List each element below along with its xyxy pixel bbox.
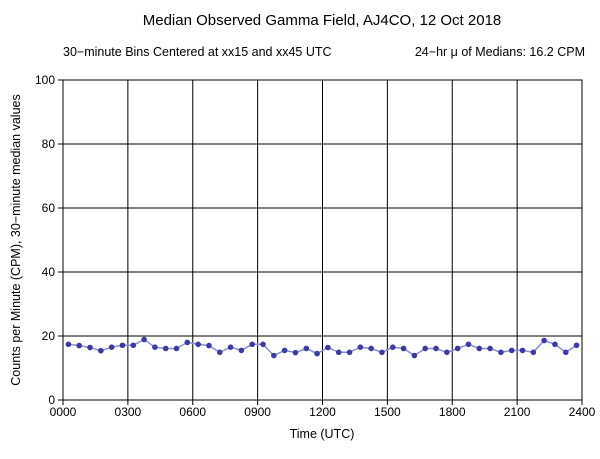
data-point — [271, 352, 277, 359]
data-point — [335, 349, 342, 356]
data-point — [389, 344, 396, 351]
data-point — [379, 349, 385, 356]
y-tick-label: 60 — [42, 201, 56, 215]
data-point — [325, 344, 331, 351]
data-point — [465, 341, 472, 348]
data-point — [487, 345, 493, 352]
data-point — [498, 349, 504, 356]
data-point — [119, 342, 126, 349]
data-point — [314, 350, 320, 357]
data-point — [65, 341, 72, 348]
x-tick-label: 0600 — [179, 405, 206, 419]
data-point — [162, 345, 169, 352]
data-point — [292, 349, 299, 356]
x-tick-label: 1800 — [439, 405, 466, 419]
data-point — [573, 342, 580, 349]
data-point — [152, 344, 158, 351]
data-point — [216, 349, 223, 356]
x-tick-label: 2400 — [569, 405, 596, 419]
data-point — [541, 337, 547, 344]
data-point — [530, 349, 537, 356]
data-point — [508, 347, 515, 354]
data-point — [422, 345, 429, 352]
y-axis-label: Counts per Minute (CPM), 30−minute media… — [9, 94, 23, 385]
data-point — [346, 349, 353, 356]
data-point — [303, 345, 310, 352]
y-tick-label: 100 — [35, 73, 55, 87]
series — [65, 336, 580, 359]
axis-ticks: 0000 0300 0600 0900 1200 1500 1800 2100 2400 0 20 4… — [35, 73, 596, 419]
data-point — [260, 341, 266, 348]
data-point — [249, 341, 256, 348]
x-axis-label: Time (UTC) — [290, 427, 355, 441]
x-tick-label: 1200 — [309, 405, 336, 419]
y-tick-label: 0 — [48, 393, 55, 407]
data-point — [433, 345, 439, 352]
data-point — [411, 352, 418, 359]
data-point — [130, 342, 137, 349]
chart-title: Median Observed Gamma Field, AJ4CO, 12 O… — [143, 12, 502, 29]
data-point — [173, 345, 180, 352]
data-point — [238, 347, 245, 354]
data-point — [368, 345, 374, 352]
data-point — [87, 344, 93, 351]
data-point — [141, 336, 147, 343]
data-point — [552, 341, 558, 348]
data-point — [108, 344, 115, 351]
data-point — [227, 344, 234, 351]
x-tick-label: 0300 — [115, 405, 142, 419]
chart-subtitle-right: 24−hr μ of Medians: 16.2 CPM — [415, 45, 585, 59]
data-point — [76, 342, 83, 349]
data-point — [562, 349, 569, 356]
x-tick-label: 0000 — [50, 405, 77, 419]
data-point — [281, 347, 288, 354]
x-tick-label: 2100 — [504, 405, 531, 419]
data-point — [519, 347, 526, 354]
chart-subtitle-left: 30−minute Bins Centered at xx15 and xx45… — [63, 45, 332, 59]
data-point — [206, 342, 212, 349]
x-tick-label: 1500 — [374, 405, 401, 419]
data-point — [195, 341, 201, 348]
x-tick-label: 0900 — [244, 405, 271, 419]
data-point — [400, 345, 407, 352]
data-point — [184, 339, 191, 346]
data-point — [444, 349, 450, 356]
data-point — [476, 345, 483, 352]
y-tick-label: 40 — [42, 265, 56, 279]
data-point — [454, 345, 461, 352]
y-tick-label: 20 — [42, 329, 56, 343]
data-point — [357, 344, 364, 351]
data-point — [98, 347, 104, 354]
y-tick-label: 80 — [42, 137, 56, 151]
